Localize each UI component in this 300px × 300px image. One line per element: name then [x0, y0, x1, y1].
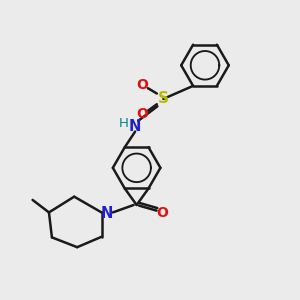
Text: S: S: [158, 92, 169, 106]
Text: N: N: [101, 206, 113, 220]
Text: O: O: [157, 206, 168, 220]
Text: O: O: [136, 107, 148, 121]
Text: O: O: [136, 78, 148, 92]
Text: N: N: [129, 119, 141, 134]
Text: H: H: [118, 117, 128, 130]
